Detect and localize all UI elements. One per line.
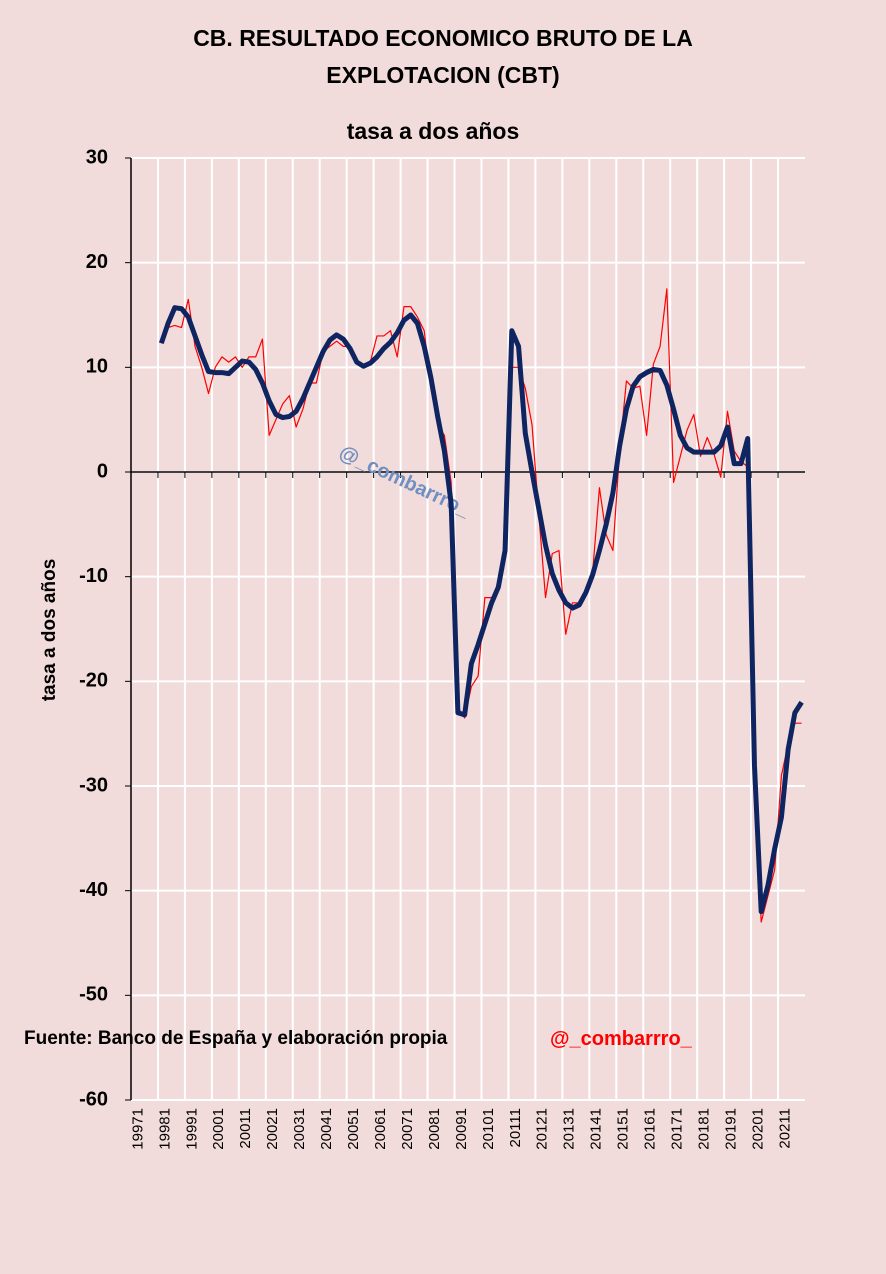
chart-subtitle: tasa a dos años bbox=[346, 118, 520, 144]
x-tick-label: 19991 bbox=[183, 1108, 200, 1150]
x-tick-label: 20211 bbox=[776, 1108, 793, 1149]
y-tick-label: -60 bbox=[79, 1088, 108, 1110]
x-tick-label: 20061 bbox=[372, 1108, 389, 1150]
data-line bbox=[158, 305, 804, 915]
y-tick-label: 10 bbox=[86, 356, 108, 378]
y-axis-label: tasa a dos años bbox=[39, 559, 60, 702]
x-tick-label: 20071 bbox=[399, 1108, 416, 1150]
x-tick-label: 19981 bbox=[156, 1108, 173, 1150]
x-tick-label: 20151 bbox=[615, 1108, 632, 1150]
x-tick-label: 20131 bbox=[561, 1108, 578, 1150]
x-tick-label: 20171 bbox=[669, 1108, 686, 1150]
x-tick-label: 19971 bbox=[129, 1108, 146, 1150]
x-tick-label: 20121 bbox=[534, 1108, 551, 1150]
author-handle: @_combarrro_ bbox=[550, 1028, 692, 1050]
x-tick-label: 20111 bbox=[507, 1108, 524, 1148]
x-tick-label: 20101 bbox=[480, 1108, 497, 1150]
x-tick-label: 20191 bbox=[722, 1108, 739, 1150]
x-tick-label: 20201 bbox=[749, 1108, 766, 1150]
x-tick-label: 20181 bbox=[695, 1108, 712, 1150]
y-tick-label: -20 bbox=[79, 670, 108, 692]
y-tick-label: -40 bbox=[79, 879, 108, 901]
x-tick-label: 20041 bbox=[318, 1108, 335, 1150]
x-tick-label: 20021 bbox=[264, 1108, 281, 1150]
x-tick-label: 20141 bbox=[588, 1108, 605, 1150]
y-tick-label: 0 bbox=[97, 460, 108, 482]
x-tick-label: 20011 bbox=[237, 1108, 254, 1149]
x-tick-label: 20051 bbox=[345, 1108, 362, 1150]
x-tick-label: 20081 bbox=[426, 1108, 443, 1150]
source-note: Fuente: Banco de España y elaboración pr… bbox=[24, 1028, 448, 1049]
y-tick-label: 20 bbox=[86, 251, 108, 273]
chart-title: CB. RESULTADO ECONOMICO BRUTO DE LA EXPL… bbox=[193, 25, 693, 88]
y-tick-label: -30 bbox=[79, 774, 108, 796]
y-tick-label: -50 bbox=[79, 984, 108, 1006]
y-tick-label: 30 bbox=[86, 146, 108, 168]
x-tick-label: 20091 bbox=[453, 1108, 470, 1150]
y-tick-label: -10 bbox=[79, 565, 108, 587]
x-tick-label: 20001 bbox=[210, 1108, 227, 1150]
x-tick-label: 20031 bbox=[291, 1108, 308, 1150]
x-tick-label: 20161 bbox=[642, 1108, 659, 1150]
